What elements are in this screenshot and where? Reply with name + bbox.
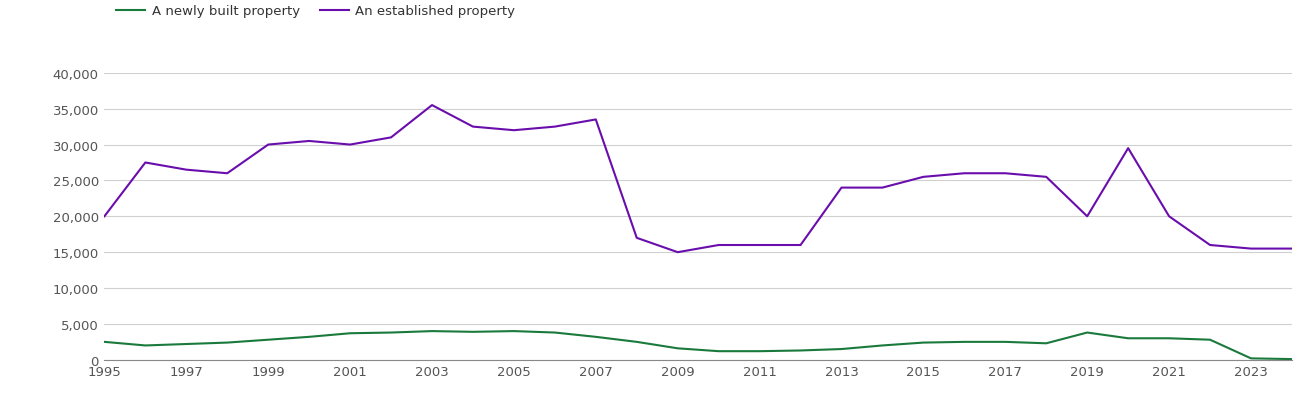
A newly built property: [342, 331, 358, 336]
An established property: [1284, 247, 1300, 252]
An established property: [261, 143, 277, 148]
A newly built property: [874, 343, 890, 348]
An established property: [1161, 214, 1177, 219]
A newly built property: [589, 335, 604, 339]
A newly built property: [669, 346, 685, 351]
A newly built property: [711, 349, 727, 354]
An established property: [1120, 146, 1135, 151]
A newly built property: [1079, 330, 1095, 335]
A newly built property: [219, 340, 235, 345]
An established property: [1202, 243, 1218, 248]
A newly built property: [384, 330, 399, 335]
An established property: [1079, 214, 1095, 219]
Legend: A newly built property, An established property: A newly built property, An established p…: [111, 0, 521, 24]
A newly built property: [834, 347, 850, 352]
A newly built property: [465, 330, 480, 335]
An established property: [424, 103, 440, 108]
A newly built property: [629, 339, 645, 344]
Line: A newly built property: A newly built property: [104, 331, 1292, 359]
A newly built property: [1120, 336, 1135, 341]
A newly built property: [1202, 337, 1218, 342]
An established property: [137, 161, 153, 166]
An established property: [1039, 175, 1054, 180]
An established property: [1244, 247, 1259, 252]
A newly built property: [137, 343, 153, 348]
An established property: [97, 214, 112, 219]
An established property: [506, 128, 522, 133]
An established property: [669, 250, 685, 255]
A newly built property: [916, 340, 932, 345]
A newly built property: [752, 349, 767, 354]
An established property: [997, 171, 1013, 176]
A newly built property: [957, 339, 972, 344]
Line: An established property: An established property: [104, 106, 1292, 252]
A newly built property: [1244, 356, 1259, 361]
An established property: [384, 135, 399, 140]
A newly built property: [547, 330, 562, 335]
A newly built property: [792, 348, 808, 353]
A newly built property: [261, 337, 277, 342]
An established property: [834, 186, 850, 191]
An established property: [301, 139, 317, 144]
A newly built property: [997, 339, 1013, 344]
A newly built property: [97, 339, 112, 344]
An established property: [916, 175, 932, 180]
An established property: [342, 143, 358, 148]
An established property: [874, 186, 890, 191]
An established property: [547, 125, 562, 130]
A newly built property: [424, 329, 440, 334]
A newly built property: [179, 342, 194, 347]
An established property: [752, 243, 767, 248]
An established property: [589, 118, 604, 123]
An established property: [629, 236, 645, 240]
A newly built property: [1039, 341, 1054, 346]
A newly built property: [506, 329, 522, 334]
An established property: [711, 243, 727, 248]
An established property: [465, 125, 480, 130]
A newly built property: [1284, 357, 1300, 362]
An established property: [957, 171, 972, 176]
A newly built property: [301, 335, 317, 339]
An established property: [792, 243, 808, 248]
An established property: [219, 171, 235, 176]
A newly built property: [1161, 336, 1177, 341]
An established property: [179, 168, 194, 173]
